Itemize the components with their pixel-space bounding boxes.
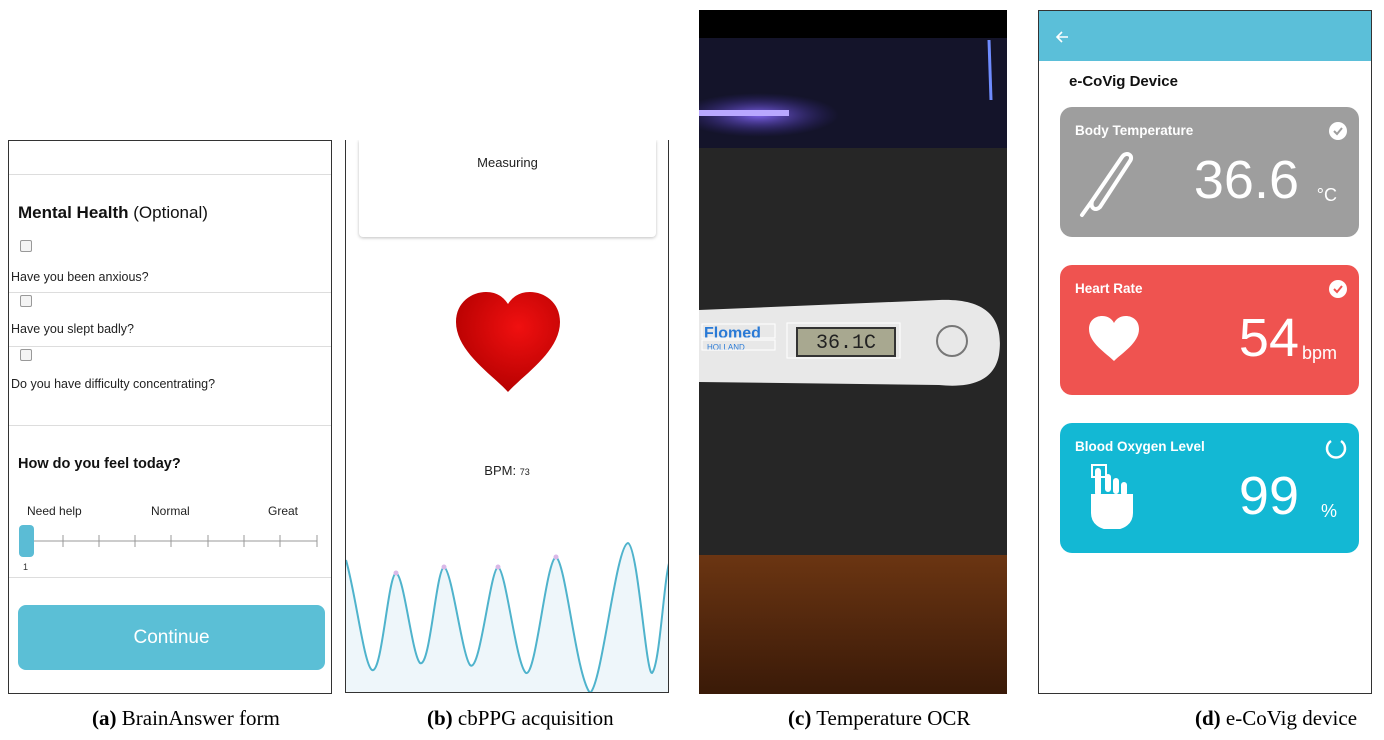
check-icon	[1329, 280, 1347, 298]
device-title: e-CoVig Device	[1069, 73, 1178, 90]
caption-text: e-CoVig device	[1225, 706, 1358, 730]
bpm-value: 73	[519, 467, 530, 477]
section-note: (Optional)	[133, 203, 208, 222]
status-text: Measuring	[477, 155, 538, 170]
divider	[9, 346, 331, 347]
section-heading: Mental Health (Optional)	[18, 203, 208, 223]
divider	[9, 577, 331, 578]
card-value: 99	[1238, 466, 1299, 526]
card-title: Body Temperature	[1075, 123, 1194, 138]
section-title: Mental Health	[18, 203, 129, 222]
back-button[interactable]	[1055, 30, 1069, 44]
card-title: Heart Rate	[1075, 281, 1143, 296]
divider	[9, 425, 331, 426]
question: Have you slept badly?	[11, 322, 134, 336]
heart-rate-card: Heart Rate 54 bpm	[1060, 265, 1359, 395]
checkbox[interactable]	[20, 295, 32, 307]
caption: (c) Temperature OCR	[788, 706, 970, 731]
caption-text: cbPPG acquisition	[457, 706, 614, 730]
card-title: Blood Oxygen Level	[1075, 439, 1205, 454]
status-card: Measuring	[359, 140, 656, 237]
caption-text: Temperature OCR	[816, 706, 971, 730]
caption: (b) cbPPG acquisition	[427, 706, 614, 731]
card-value: 54	[1238, 308, 1299, 368]
slider-ticks	[62, 535, 318, 547]
caption-label: (c)	[788, 706, 812, 730]
brand-text: Flomed	[704, 325, 761, 342]
feeling-title: How do you feel today?	[18, 456, 181, 472]
checkbox[interactable]	[20, 240, 32, 252]
check-icon	[1329, 122, 1347, 140]
heart-icon	[1089, 316, 1139, 361]
slider-value: 1	[23, 562, 29, 572]
scale-label: Need help	[27, 504, 82, 518]
loading-icon	[1325, 439, 1347, 459]
card-value: 36.6	[1193, 150, 1299, 210]
ppg-waveform	[346, 541, 668, 692]
question: Do you have difficulty concentrating?	[11, 377, 216, 391]
finger-icon	[1091, 464, 1133, 529]
card-unit: bpm	[1301, 343, 1337, 363]
oxygen-card: Blood Oxygen Level 99 %	[1060, 423, 1359, 553]
bpm: BPM: 73	[346, 463, 668, 478]
lcd-text: 36.1C	[816, 332, 876, 355]
panel-b: Measuring BPM: 73	[345, 140, 669, 693]
bpm-label: BPM:	[484, 463, 517, 478]
caption-label: (b)	[427, 706, 453, 730]
caption: (d) e-CoVig device	[1195, 706, 1357, 731]
app-bar	[1039, 11, 1371, 61]
card-unit: %	[1320, 501, 1337, 521]
divider	[9, 174, 331, 175]
caption-text: BrainAnswer form	[121, 706, 280, 730]
thermometer-icon	[1080, 152, 1133, 217]
caption-label: (d)	[1195, 706, 1221, 730]
ocr-box	[786, 322, 901, 359]
scale-label: Great	[268, 504, 299, 518]
ocr-box	[701, 323, 776, 339]
continue-button[interactable]: Continue	[18, 605, 325, 670]
question: Have you been anxious?	[11, 270, 149, 284]
slider-thumb[interactable]	[19, 525, 34, 557]
caption: (a) BrainAnswer form	[92, 706, 280, 731]
panel-c: Flomed HOLLAND 36.1C	[699, 10, 1007, 694]
caption-label: (a)	[92, 706, 117, 730]
temperature-card: Body Temperature 36.6 °C	[1060, 107, 1359, 237]
brand-sub: HOLLAND	[707, 343, 745, 352]
card-unit: °C	[1316, 185, 1337, 205]
slider[interactable]	[9, 521, 331, 561]
panel-a: Mental Health (Optional) Have you been a…	[8, 140, 332, 694]
heart-icon	[456, 292, 560, 392]
divider	[9, 292, 331, 293]
panel-d: e-CoVig Device Body Temperature 36.6 °C …	[1038, 10, 1372, 694]
ocr-box	[701, 339, 776, 351]
checkbox[interactable]	[20, 349, 32, 361]
scale-label: Normal	[151, 504, 190, 518]
